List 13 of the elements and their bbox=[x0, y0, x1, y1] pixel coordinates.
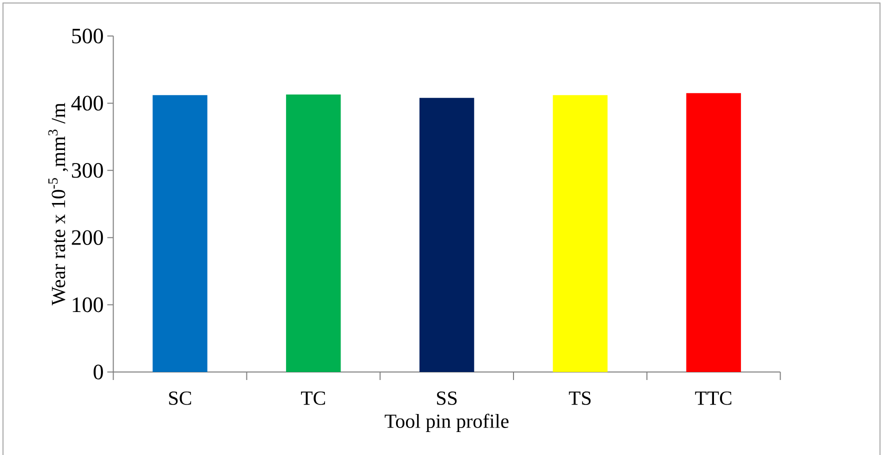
y-tick-label: 200 bbox=[72, 230, 103, 245]
x-tick-label: SS bbox=[437, 392, 457, 405]
x-tick-label: TTC bbox=[695, 392, 732, 405]
y-tick-label: 400 bbox=[71, 96, 103, 111]
x-tick-label: TC bbox=[301, 392, 326, 405]
y-tick-label: 100 bbox=[72, 297, 103, 312]
y-tick-label: 500 bbox=[72, 28, 103, 44]
x-tick-label: TS bbox=[568, 392, 591, 405]
x-axis-title: Tool pin profile bbox=[384, 414, 509, 432]
y-axis-title: Wear rate x 10$^{-5}$ ,mm$^{3}$ /m bbox=[48, 102, 68, 306]
y-tick-label: 0 bbox=[94, 364, 103, 380]
x-tick-label: SC bbox=[169, 392, 192, 405]
y-tick-label: 300 bbox=[72, 163, 103, 178]
